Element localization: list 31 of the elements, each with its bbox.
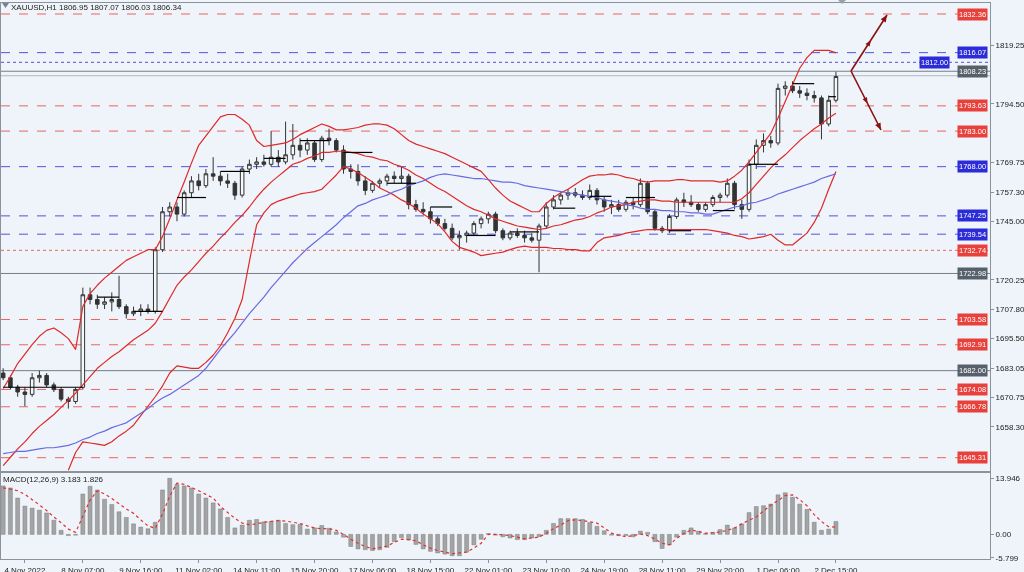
y-tick-label: 0.00	[995, 530, 1012, 540]
y-tick-label: 1670.75	[995, 393, 1024, 403]
y-tick-label: -5.799	[995, 553, 1019, 563]
y-tick-label: 1695.50	[995, 334, 1024, 344]
x-tick-label: 22 Nov 01:00	[464, 565, 513, 572]
x-tick-label: 8 Nov 07:00	[61, 565, 105, 572]
x-tick-label: 2 Dec 15:00	[814, 565, 859, 572]
x-tick-label: 4 Nov 2022	[4, 565, 46, 572]
y-tick-label: 1720.25	[995, 275, 1024, 285]
x-tick-label: 24 Nov 19:00	[580, 565, 629, 572]
y-tick-label: 1819.25	[995, 40, 1024, 50]
y-tick-label: 1794.50	[995, 99, 1024, 109]
x-tick-label: 23 Nov 10:00	[522, 565, 571, 572]
y-tick-label: 13.946	[995, 473, 1021, 483]
x-tick-label: 15 Nov 20:00	[290, 565, 339, 572]
x-tick-label: 14 Nov 11:00	[233, 565, 281, 572]
y-tick-label: 1683.05	[995, 363, 1024, 373]
y-tick-label: 1658.30	[995, 422, 1024, 432]
x-tick-label: 17 Nov 06:00	[348, 565, 397, 572]
x-tick-label: 28 Nov 11:00	[638, 565, 687, 572]
chart-title: MACD(12,26,9) 3.183 1.826	[3, 474, 104, 484]
x-tick-label: 1 Dec 06:00	[756, 565, 801, 572]
chart-title: XAUUSD,H1 1806.95 1807.07 1806.03 1806.34	[11, 2, 182, 12]
x-tick-label: 11 Nov 02:00	[175, 565, 223, 572]
x-tick-label: 18 Nov 15:00	[406, 565, 455, 572]
x-tick-label: 9 Nov 16:00	[119, 565, 163, 572]
y-tick-label: 1707.80	[995, 305, 1024, 315]
x-tick-label: 29 Nov 20:00	[696, 565, 745, 572]
y-tick-label: 1769.75	[995, 158, 1024, 168]
y-tick-label: 1745.00	[995, 217, 1024, 227]
y-tick-label: 1757.30	[995, 187, 1024, 197]
